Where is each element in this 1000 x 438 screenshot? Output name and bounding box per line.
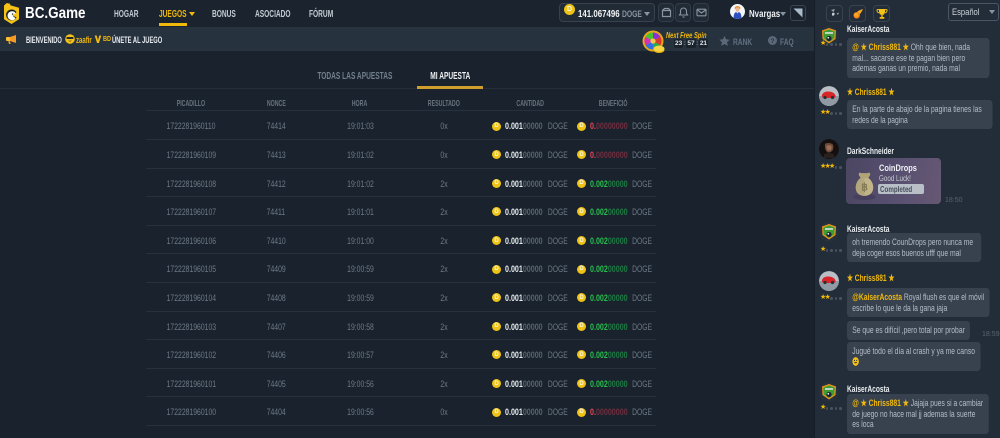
svg-text:฿: ฿ <box>861 183 868 194</box>
svg-text:?: ? <box>771 38 775 45</box>
